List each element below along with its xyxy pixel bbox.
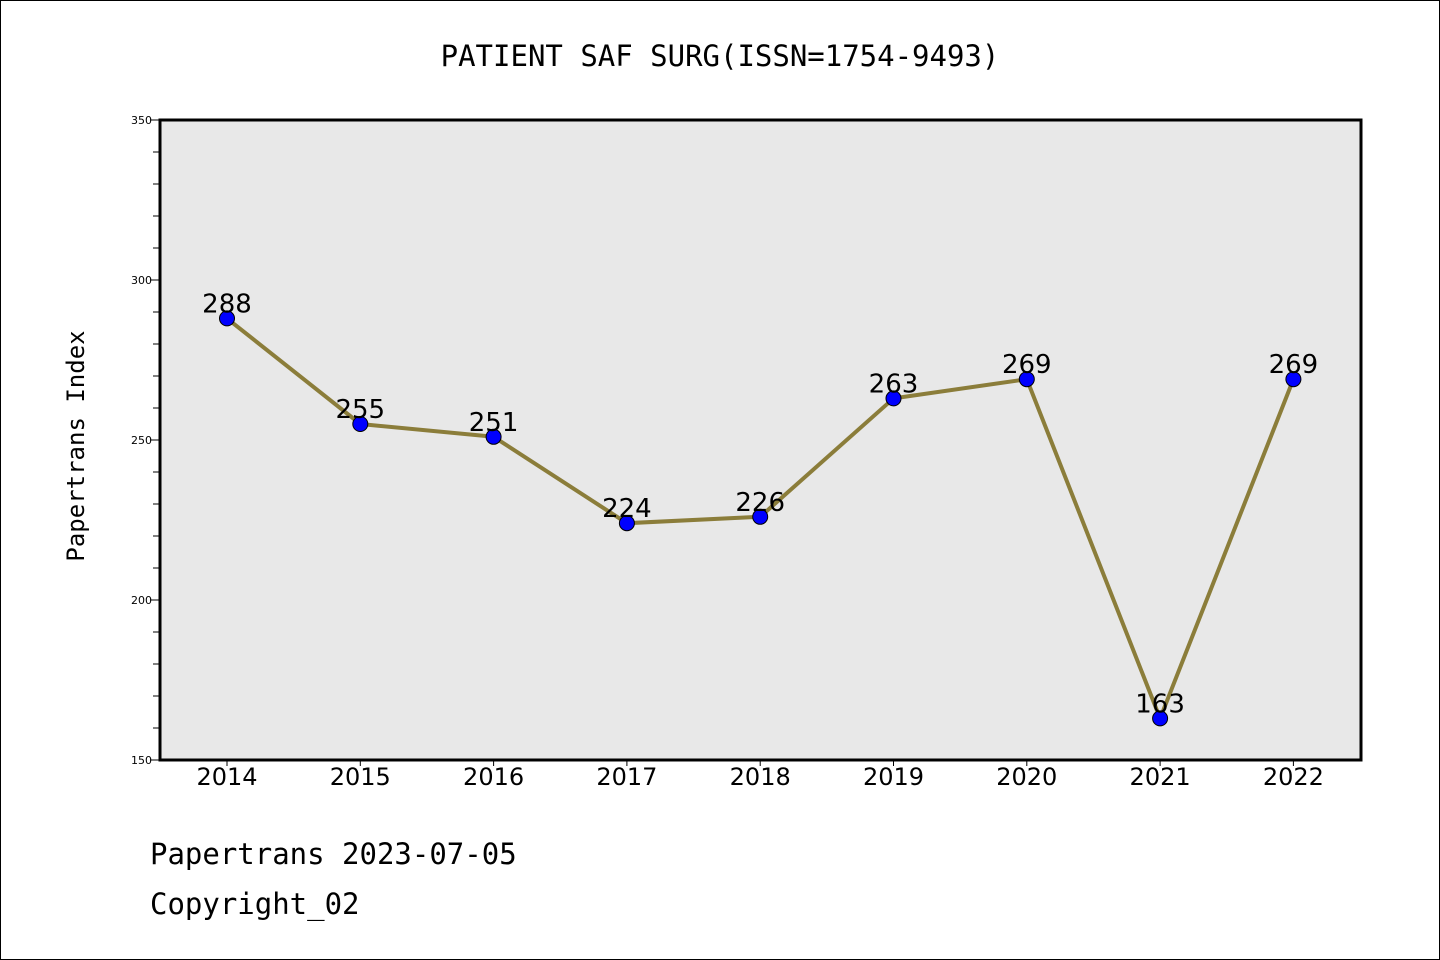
data-point: [618, 515, 635, 532]
x-tick-label: 2021: [1130, 763, 1191, 791]
footer-copyright: Copyright_02: [150, 887, 360, 922]
data-label: 224: [602, 494, 652, 524]
y-axis: 150 200 250 300 350: [131, 114, 160, 767]
data-point: [485, 428, 502, 445]
plot-area: [158, 118, 1363, 762]
footer-date: Papertrans 2023-07-05: [150, 837, 517, 871]
x-tick-label: 2014: [196, 763, 257, 791]
data-point: [219, 310, 235, 327]
x-tick-label: 2017: [596, 763, 657, 791]
x-tick-label: 2016: [463, 763, 524, 791]
data-label: 255: [335, 395, 385, 425]
y-tick-label: 350: [131, 114, 152, 127]
data-label: 251: [469, 408, 519, 438]
data-label: 226: [735, 488, 785, 518]
x-tick-label: 2022: [1263, 763, 1324, 791]
data-point: [1285, 371, 1302, 388]
series-line-group: 288 255 251 224 226 263 269 163 269: [202, 289, 1319, 727]
y-axis-label: Papertrans Index: [62, 330, 90, 561]
y-tick-label: 300: [131, 274, 152, 287]
x-tick-label: 2019: [863, 763, 924, 791]
data-label: 269: [1269, 350, 1319, 380]
data-point: [1018, 371, 1035, 388]
data-point: [752, 508, 769, 525]
data-label: 163: [1135, 689, 1185, 719]
x-tick-label: 2020: [996, 763, 1057, 791]
data-point: [352, 416, 369, 432]
chart-title: PATIENT SAF SURG(ISSN=1754-9493): [441, 39, 1000, 73]
data-label: 269: [1002, 350, 1052, 380]
y-tick-label: 150: [131, 754, 152, 767]
y-tick-label: 200: [131, 594, 152, 607]
y-tick-label: 250: [131, 434, 152, 447]
x-tick-label: 2015: [330, 763, 391, 791]
data-label: 263: [869, 369, 919, 399]
x-tick-label: 2018: [730, 763, 791, 791]
data-point: [1152, 710, 1169, 727]
x-axis: 2014 2015 2016 2017 2018 2019 2020 2021 2022: [196, 760, 1324, 791]
data-label: 288: [202, 289, 252, 319]
data-point: [885, 390, 902, 407]
